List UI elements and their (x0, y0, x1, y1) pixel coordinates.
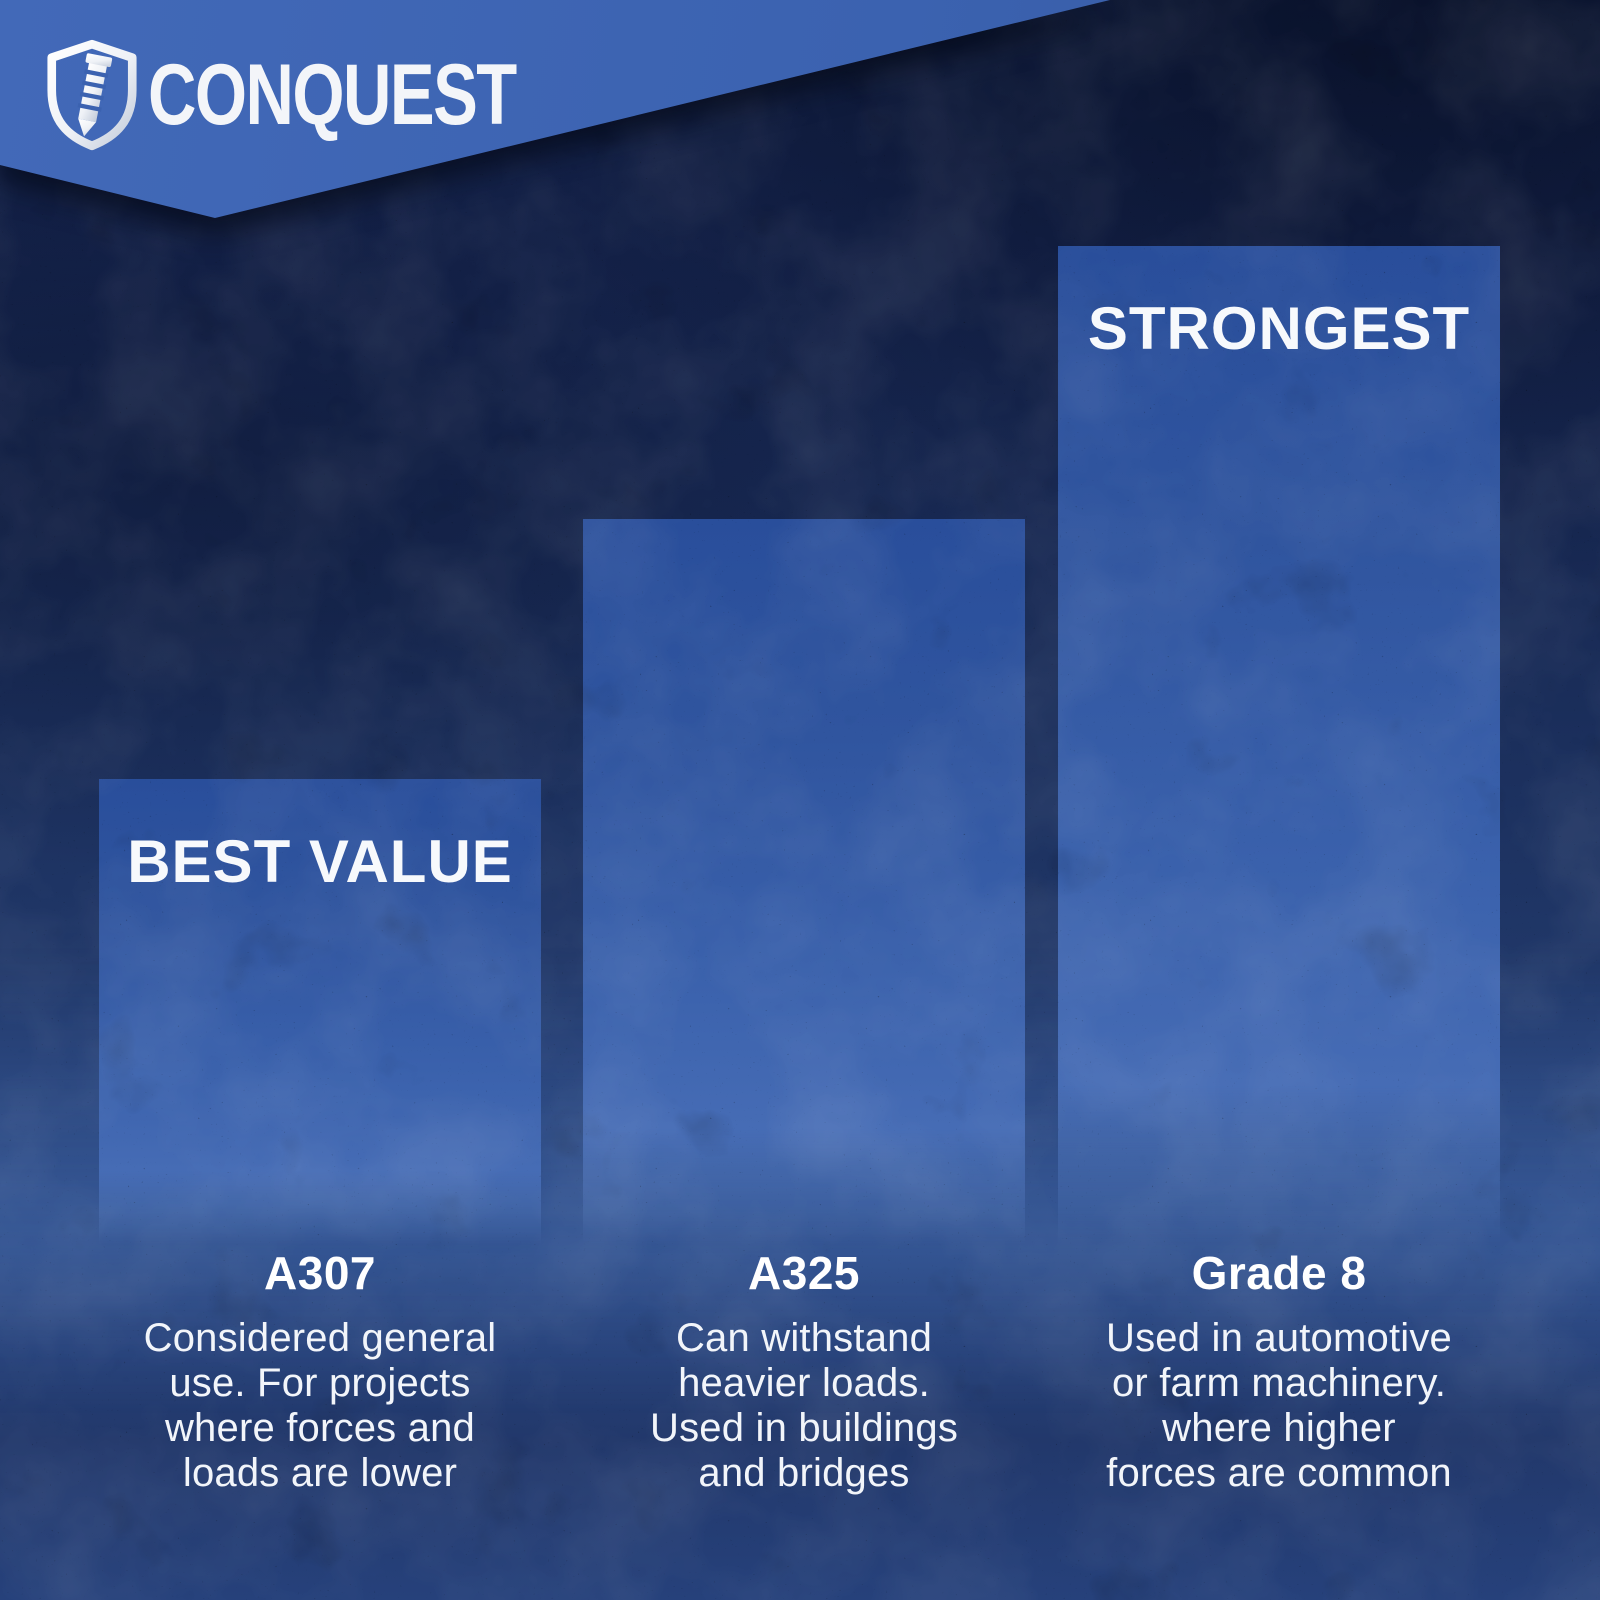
brand-logo: CONQUEST (46, 38, 619, 152)
brand-name: CONQUEST (148, 47, 517, 143)
caption-grade8: Grade 8 Used in automotive or farm machi… (1058, 1247, 1500, 1496)
banner-shape: CONQUEST (0, 0, 1110, 218)
grade-name-a325: A325 (748, 1247, 860, 1299)
badge-strongest: STRONGEST (1087, 295, 1471, 362)
badge-best-value: BEST VALUE (127, 828, 513, 895)
grade-description-a325: Can withstand heavier loads. Used in bui… (649, 1315, 959, 1495)
caption-a307: A307 Considered general use. For project… (99, 1247, 541, 1496)
grade-name-a307: A307 (264, 1247, 376, 1299)
bar-a325 (583, 519, 1025, 1245)
bar-grade8 (1058, 246, 1500, 1245)
grade-description-a307: Considered general use. For projects whe… (143, 1315, 497, 1495)
grade-name-grade8: Grade 8 (1191, 1247, 1367, 1299)
shield-bolt-icon (47, 39, 137, 151)
caption-a325: A325 Can withstand heavier loads. Used i… (583, 1247, 1025, 1496)
grade-description-grade8: Used in automotive or farm machinery. wh… (1105, 1315, 1452, 1495)
header-banner: CONQUEST (0, 0, 1600, 250)
